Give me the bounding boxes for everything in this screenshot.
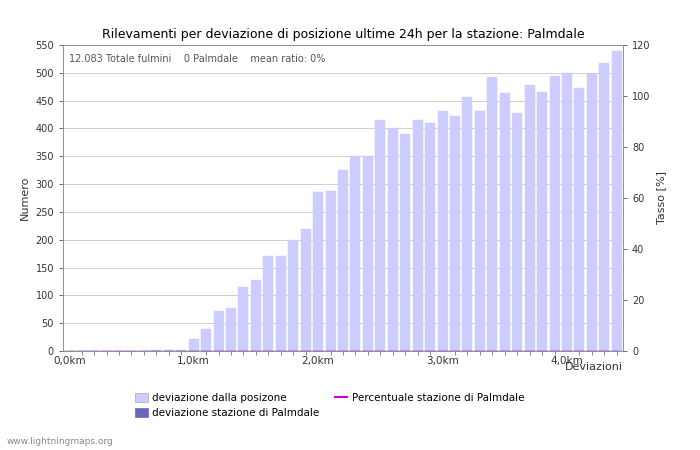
- Bar: [226, 308, 236, 351]
- Bar: [438, 111, 447, 351]
- Bar: [500, 93, 510, 351]
- Bar: [189, 339, 199, 351]
- Bar: [463, 97, 473, 351]
- Bar: [587, 75, 597, 351]
- Bar: [550, 76, 559, 351]
- Bar: [239, 287, 248, 351]
- Bar: [512, 113, 522, 351]
- Bar: [338, 170, 348, 351]
- Legend: deviazione dalla posizone, deviazione stazione di Palmdale, Percentuale stazione: deviazione dalla posizone, deviazione st…: [135, 393, 524, 418]
- Bar: [313, 193, 323, 351]
- Bar: [363, 156, 373, 351]
- Bar: [214, 311, 223, 351]
- Bar: [288, 240, 298, 351]
- Bar: [351, 156, 360, 351]
- Bar: [326, 191, 335, 351]
- Bar: [612, 50, 622, 351]
- Text: Deviazioni: Deviazioni: [565, 362, 623, 372]
- Bar: [388, 128, 398, 351]
- Bar: [537, 92, 547, 351]
- Bar: [251, 280, 261, 351]
- Bar: [201, 329, 211, 351]
- Text: www.lightningmaps.org: www.lightningmaps.org: [7, 436, 113, 446]
- Bar: [562, 73, 572, 351]
- Bar: [525, 85, 535, 351]
- Bar: [164, 350, 174, 351]
- Y-axis label: Tasso [%]: Tasso [%]: [656, 171, 666, 225]
- Y-axis label: Numero: Numero: [20, 176, 30, 220]
- Bar: [575, 88, 584, 351]
- Bar: [425, 123, 435, 351]
- Bar: [176, 350, 186, 351]
- Bar: [450, 116, 460, 351]
- Bar: [400, 134, 410, 351]
- Title: Rilevamenti per deviazione di posizione ultime 24h per la stazione: Palmdale: Rilevamenti per deviazione di posizione …: [102, 28, 584, 41]
- Bar: [375, 120, 385, 351]
- Bar: [301, 229, 311, 351]
- Bar: [487, 76, 497, 351]
- Bar: [413, 120, 423, 351]
- Text: 12.083 Totale fulmini    0 Palmdale    mean ratio: 0%: 12.083 Totale fulmini 0 Palmdale mean ra…: [69, 54, 325, 64]
- Bar: [263, 256, 273, 351]
- Bar: [599, 63, 609, 351]
- Bar: [475, 111, 485, 351]
- Bar: [276, 256, 286, 351]
